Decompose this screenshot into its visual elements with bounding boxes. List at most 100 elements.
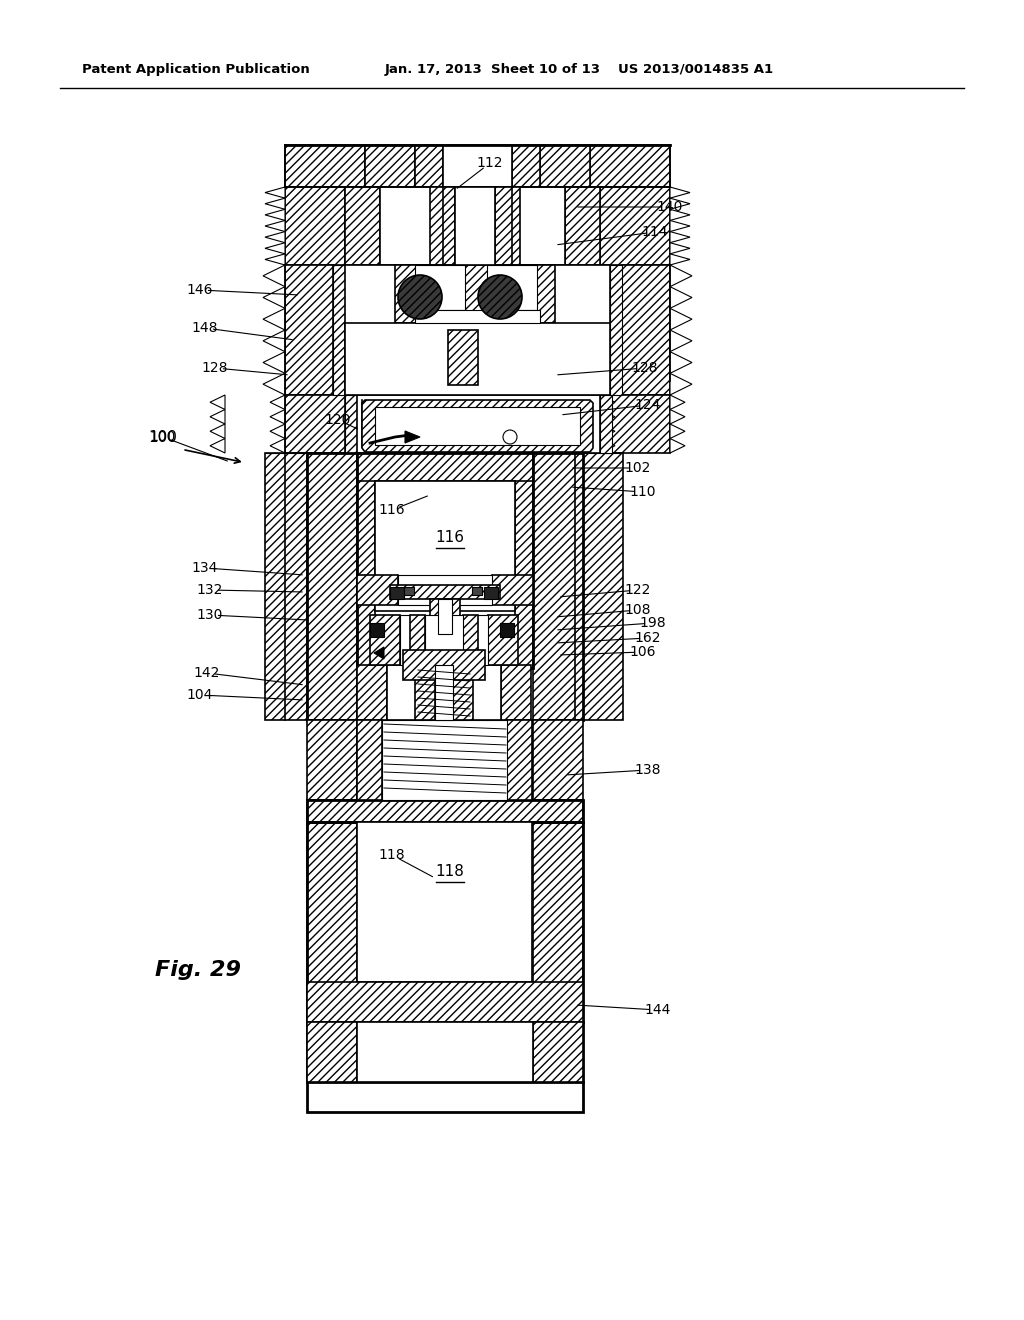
Bar [404,587,414,595]
Circle shape [503,430,517,444]
Bar [307,800,583,822]
Polygon shape [600,395,615,409]
Bar [375,407,580,445]
Bar [484,587,498,599]
Text: Jan. 17, 2013  Sheet 10 of 13: Jan. 17, 2013 Sheet 10 of 13 [385,63,601,77]
Bar [307,982,583,1022]
Text: 134: 134 [191,561,218,576]
Bar [507,719,532,800]
Polygon shape [270,438,285,453]
Polygon shape [670,198,690,210]
Text: 116: 116 [435,531,465,545]
Text: US 2013/0014835 A1: US 2013/0014835 A1 [618,63,773,77]
Polygon shape [670,243,690,253]
Text: 142: 142 [194,667,220,680]
Text: 100: 100 [150,430,176,444]
Bar [285,145,365,187]
Bar [415,310,540,323]
Bar [534,453,583,719]
Bar [307,719,357,800]
Polygon shape [263,286,285,309]
Text: 122: 122 [625,583,651,597]
Polygon shape [263,374,285,395]
Text: 114: 114 [642,224,669,239]
Polygon shape [265,198,285,210]
Bar [463,615,478,665]
Text: 140: 140 [656,201,683,214]
Bar [345,323,610,395]
Polygon shape [210,395,225,409]
Bar [622,265,670,395]
Bar [492,576,534,605]
Bar [512,145,540,187]
Polygon shape [263,265,285,286]
Bar [357,453,534,480]
Bar [357,453,534,668]
Bar [265,453,307,719]
Text: 116: 116 [379,503,406,517]
Polygon shape [670,210,690,220]
Bar [357,1022,534,1082]
Bar [449,330,478,385]
Polygon shape [265,210,285,220]
Polygon shape [670,231,690,243]
Bar [307,1022,583,1082]
Text: 118: 118 [435,865,465,879]
Polygon shape [265,220,285,231]
Text: 110: 110 [630,484,656,499]
Text: 124: 124 [635,399,662,412]
Polygon shape [670,438,685,453]
Polygon shape [670,309,692,330]
Text: 144: 144 [645,1003,671,1016]
Bar [285,187,345,265]
Polygon shape [670,187,690,198]
Text: 102: 102 [625,461,651,475]
Text: 130: 130 [197,609,223,622]
Text: 104: 104 [186,688,213,702]
Bar [382,719,507,800]
Text: 118: 118 [379,847,406,862]
Bar [534,1022,583,1082]
Bar [435,665,453,719]
Text: 100: 100 [148,429,177,445]
Polygon shape [670,424,685,438]
Bar [495,187,520,265]
Bar [425,615,463,665]
Polygon shape [270,395,285,409]
Polygon shape [670,374,692,395]
Bar [472,587,482,595]
Polygon shape [600,438,615,453]
Circle shape [478,275,522,319]
Bar [390,585,500,599]
Polygon shape [270,424,285,438]
Polygon shape [670,286,692,309]
Circle shape [398,275,442,319]
Bar [430,187,455,265]
Bar [365,145,415,187]
Bar [600,395,612,453]
Bar [415,265,465,310]
Bar [400,615,488,665]
Bar [285,395,345,453]
Bar [307,1022,357,1082]
Bar [375,480,515,611]
Text: 146: 146 [186,282,213,297]
Bar [307,453,357,719]
Bar [540,145,590,187]
Bar [390,587,404,599]
Polygon shape [670,253,690,265]
Polygon shape [374,647,384,659]
Bar [307,800,583,822]
Bar [357,822,532,982]
Text: 108: 108 [625,603,651,616]
Bar [307,822,583,1022]
Polygon shape [670,351,692,374]
Text: Patent Application Publication: Patent Application Publication [82,63,309,77]
Text: 106: 106 [630,645,656,659]
Bar [443,145,512,187]
Bar [455,187,495,265]
Bar [488,615,518,665]
Text: 128: 128 [202,360,228,375]
Polygon shape [270,409,285,424]
Bar [307,453,583,719]
